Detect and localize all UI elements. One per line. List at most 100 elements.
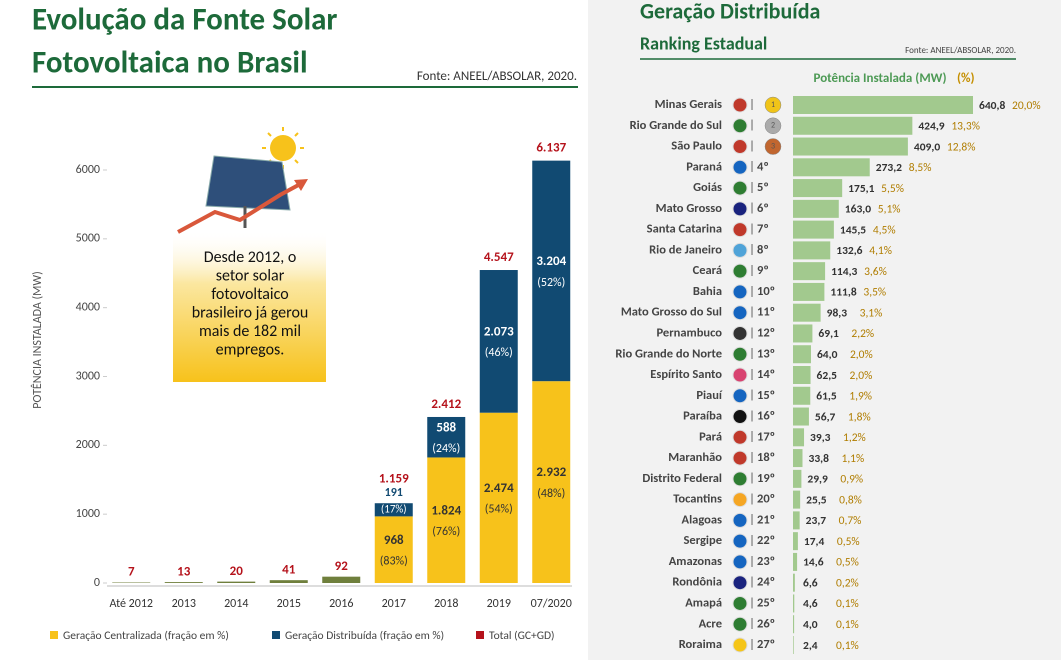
state-flag: [732, 450, 748, 466]
bar: [793, 615, 795, 634]
state-name: Alagoas: [682, 512, 723, 527]
rank: 13º: [757, 346, 775, 361]
pct-label: 3,6%: [864, 265, 887, 279]
bar-segment: [427, 416, 466, 458]
separator: |: [749, 596, 755, 610]
legend-swatch: [272, 631, 280, 639]
state-flag: [732, 263, 748, 279]
medal: [764, 138, 782, 155]
y-tick-label: 4000: [76, 301, 100, 315]
bar: [793, 366, 811, 384]
bar: [793, 220, 834, 239]
separator: |: [749, 202, 755, 216]
pct-label: 5,5%: [881, 182, 904, 196]
x-tick-label: 2016: [329, 597, 353, 611]
pct-label: 1,2%: [843, 431, 866, 445]
value-label: 640,8: [979, 99, 1005, 113]
segment-label: 2.073: [484, 325, 514, 340]
total-label: 92: [335, 559, 349, 574]
state-flag: [732, 180, 748, 196]
bar: [793, 96, 973, 114]
y-tick-label: 6000: [76, 163, 100, 177]
bar: [793, 469, 802, 488]
pct-label: 4,5%: [873, 223, 896, 237]
rank: 4º: [757, 159, 769, 174]
segment-share: (76%): [432, 525, 460, 539]
bar-segment: [532, 381, 571, 583]
bar: [793, 116, 913, 135]
state-flag: [732, 554, 748, 570]
rank: 2: [771, 121, 775, 131]
pct-label: 1,8%: [848, 410, 871, 424]
state-flag: [732, 409, 748, 425]
value-label: 4,0: [803, 618, 818, 632]
bar: [793, 324, 813, 343]
y-tick-label: 3000: [76, 369, 100, 383]
state-name: Maranhão: [668, 450, 722, 465]
separator: |: [749, 430, 755, 444]
state-flag: [732, 305, 748, 321]
state-flag: [732, 492, 748, 508]
value-label: 409,0: [914, 140, 940, 154]
pct-label: 0,9%: [840, 473, 863, 487]
state-flag: [732, 575, 748, 591]
rank: 18º: [757, 450, 775, 465]
rank: 15º: [757, 388, 775, 403]
state-name: Rio Grande do Sul: [630, 118, 722, 133]
state-flag: [732, 616, 748, 632]
value-label: 2,4: [803, 639, 818, 653]
segment-share: (17%): [381, 502, 407, 515]
legend-swatch: [50, 631, 58, 639]
rank: 5º: [757, 180, 769, 195]
bar-segment: [374, 503, 413, 517]
state-flag: [732, 159, 748, 175]
total-label: 2.412: [431, 397, 461, 412]
legend-label: Total (GC+GD): [489, 629, 555, 643]
y-tick-label: 0: [94, 576, 100, 590]
value-header: Potência Instalada (MW): [813, 71, 946, 86]
separator: |: [749, 576, 755, 590]
medal: [764, 117, 782, 135]
rank: 26º: [757, 616, 775, 631]
chart-subtitle: Ranking Estadual: [640, 32, 767, 54]
value-label: 23,7: [806, 514, 827, 528]
total-label: 7: [128, 565, 135, 580]
bar: [793, 179, 843, 198]
pct-label: 1,9%: [849, 390, 872, 404]
state-name: Rio de Janeiro: [649, 242, 722, 257]
bar-segment: [427, 457, 466, 583]
value-label: 56,7: [815, 410, 836, 424]
segment-share: (24%): [432, 442, 460, 456]
value-label: 17,4: [804, 535, 825, 549]
pct-label: 3,1%: [860, 306, 883, 320]
pct-label: 12,8%: [947, 140, 976, 154]
value-label: 132,6: [836, 244, 862, 258]
separator: |: [749, 326, 755, 340]
separator: |: [749, 222, 755, 236]
state-name: Paraíba: [683, 409, 722, 424]
bar: [793, 262, 826, 281]
rank: 1: [771, 100, 775, 110]
pct-label: 1,1%: [841, 452, 864, 466]
x-tick-label: 2018: [434, 597, 458, 611]
state-flag: [732, 118, 748, 134]
value-label: 6,6: [803, 576, 818, 590]
chart-title: Geração Distribuída: [640, 0, 820, 24]
rank: 20º: [757, 492, 775, 507]
state-name: Goiás: [693, 180, 722, 195]
total-label: 6.137: [536, 141, 566, 156]
x-tick-label: 07/2020: [531, 597, 572, 611]
rank: 10º: [757, 284, 775, 299]
callout-text: Desde 2012, o: [204, 248, 297, 267]
pct-label: 0,5%: [836, 556, 859, 570]
pct-label: 2,0%: [850, 369, 873, 383]
rank: 19º: [757, 471, 775, 486]
x-tick-label: Até 2012: [109, 597, 153, 611]
bar: [793, 158, 870, 177]
callout-text: fotovoltaico: [211, 285, 288, 304]
segment-share: (52%): [537, 276, 565, 290]
separator: |: [749, 306, 755, 320]
state-flag: [732, 97, 748, 113]
state-name: Sergipe: [684, 533, 723, 548]
state-name: Rondônia: [672, 575, 722, 590]
